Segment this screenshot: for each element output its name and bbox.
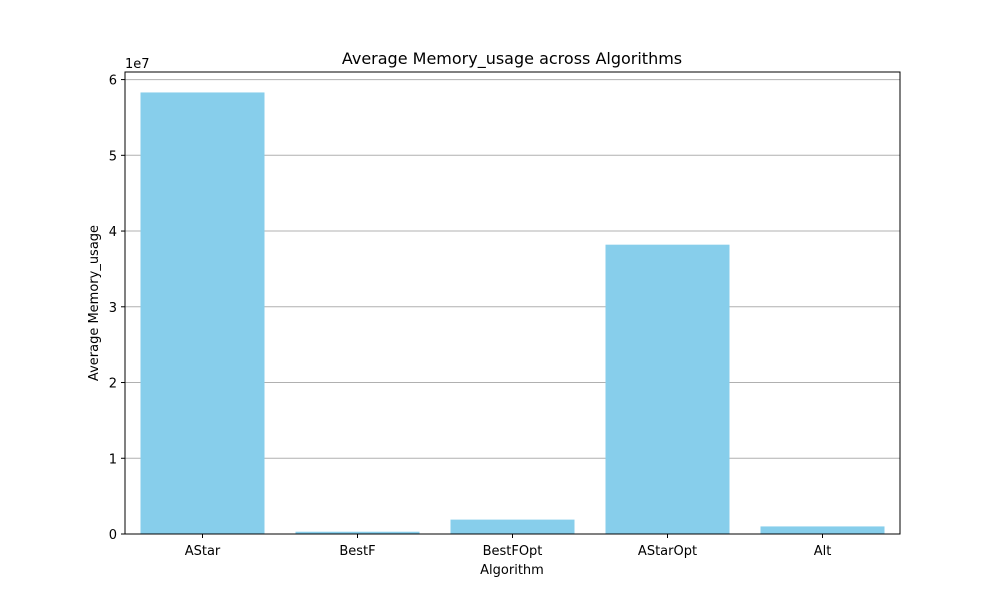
y-tick-label: 3 xyxy=(109,301,117,316)
x-tick-label: AStarOpt xyxy=(638,544,697,559)
x-tick-label: Alt xyxy=(814,544,832,559)
bars xyxy=(140,92,885,535)
chart-title: Average Memory_usage across Algorithms xyxy=(342,49,682,69)
x-tick-label: AStar xyxy=(185,544,221,559)
bar-astaropt xyxy=(605,244,730,535)
bar-alt xyxy=(760,526,885,534)
y-axis-label: Average Memory_usage xyxy=(87,225,102,381)
x-tick-label: BestF xyxy=(339,544,375,559)
y-axis-ticks: 0 1 2 3 4 5 6 xyxy=(109,74,125,543)
y-tick-label: 2 xyxy=(109,377,117,392)
bar-bestf xyxy=(295,531,420,534)
y-tick-label: 4 xyxy=(109,225,117,240)
bar-bestfopt xyxy=(450,519,575,534)
y-tick-label: 5 xyxy=(109,149,117,164)
x-axis-ticks: AStar BestF BestFOpt AStarOpt Alt xyxy=(185,534,832,559)
x-axis-label: Algorithm xyxy=(480,563,544,578)
y-tick-label: 1 xyxy=(109,452,117,467)
bar-astar xyxy=(140,92,265,534)
y-offset-label: 1e7 xyxy=(125,57,150,72)
y-tick-label: 0 xyxy=(109,528,117,543)
x-tick-label: BestFOpt xyxy=(483,544,543,559)
y-tick-label: 6 xyxy=(109,74,117,89)
